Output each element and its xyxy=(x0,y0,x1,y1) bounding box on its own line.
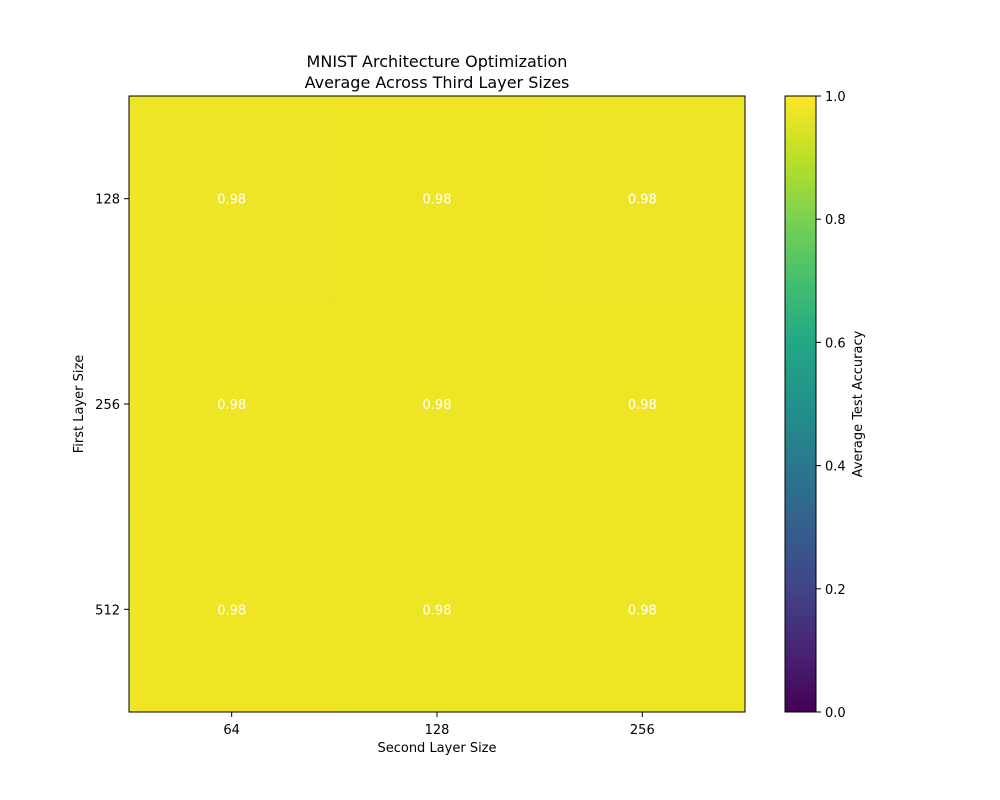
cell-value-label: 0.98 xyxy=(217,603,246,618)
colorbar-tick-label: 0.6 xyxy=(825,336,846,351)
x-axis-ticks: 64 128 256 xyxy=(223,712,655,738)
cell-value-label: 0.98 xyxy=(628,398,657,413)
cell-value-label: 0.98 xyxy=(423,193,452,208)
colorbar-tick-label: 0.0 xyxy=(825,706,846,721)
cell-value-label: 0.98 xyxy=(217,398,246,413)
heatmap-cell xyxy=(129,301,335,508)
heatmap-cell xyxy=(334,301,541,508)
x-tick-label: 128 xyxy=(425,723,450,738)
heatmap-cells: 0.98 0.98 0.98 0.98 0.98 0.98 0.98 0.98 0.98 xyxy=(129,96,746,713)
heatmap-cell xyxy=(539,506,746,713)
heatmap-cell xyxy=(334,96,541,302)
cell-value-label: 0.98 xyxy=(628,193,657,208)
heatmap-cell xyxy=(539,301,746,508)
x-axis-label: Second Layer Size xyxy=(377,741,496,756)
colorbar-ticks: 0.0 0.2 0.4 0.6 0.8 1.0 xyxy=(816,90,846,721)
y-tick-label: 256 xyxy=(95,398,120,413)
heatmap-cell xyxy=(129,96,335,302)
colorbar-label: Average Test Accuracy xyxy=(851,330,866,477)
heatmap-cell xyxy=(129,506,335,713)
cell-value-label: 0.98 xyxy=(628,603,657,618)
heatmap-cell xyxy=(334,506,541,713)
chart-title: MNIST Architecture Optimization xyxy=(307,52,568,71)
y-tick-label: 512 xyxy=(95,603,120,618)
chart-subtitle: Average Across Third Layer Sizes xyxy=(305,73,570,92)
colorbar xyxy=(784,95,817,713)
cell-value-label: 0.98 xyxy=(423,603,452,618)
x-tick-label: 256 xyxy=(630,723,655,738)
cell-value-label: 0.98 xyxy=(423,398,452,413)
colorbar-tick-label: 0.2 xyxy=(825,583,846,598)
y-tick-label: 128 xyxy=(95,193,120,208)
colorbar-tick-label: 1.0 xyxy=(825,90,846,105)
y-axis-ticks: 128 256 512 xyxy=(95,193,129,618)
y-axis-label: First Layer Size xyxy=(72,355,87,454)
colorbar-tick-label: 0.4 xyxy=(825,460,846,475)
cell-value-label: 0.98 xyxy=(217,193,246,208)
x-tick-label: 64 xyxy=(223,723,240,738)
heatmap-cell xyxy=(539,96,746,302)
colorbar-tick-label: 0.8 xyxy=(825,213,846,228)
